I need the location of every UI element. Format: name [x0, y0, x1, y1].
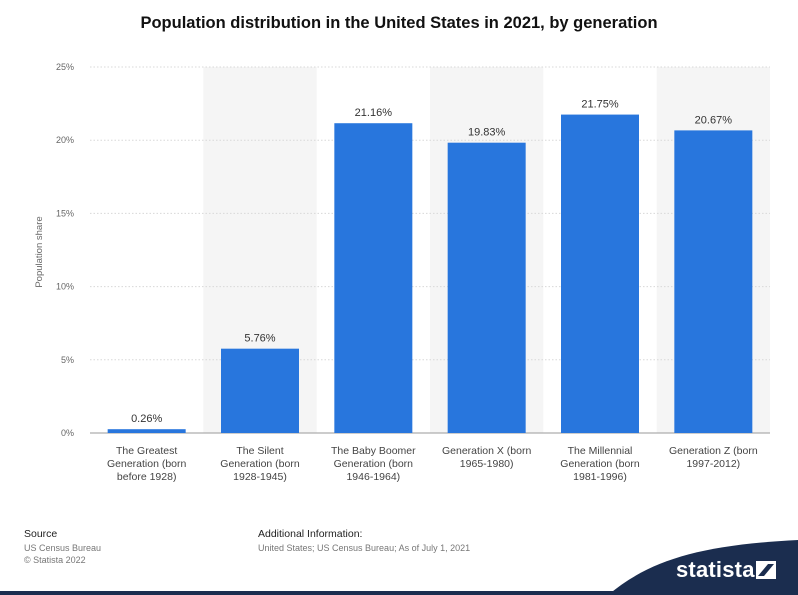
- x-tick-label: The Baby Boomer Generation (born 1946-1964…: [331, 445, 416, 483]
- y-axis-label: Population share: [34, 216, 45, 287]
- value-label: 20.67%: [695, 114, 733, 126]
- value-label: 21.16%: [355, 107, 393, 119]
- value-labels: 0.26% 5.76% 21.16% 19.83% 21.75% 20.67%: [131, 99, 732, 426]
- source-line-1: US Census Bureau: [24, 543, 102, 553]
- x-tick-label-line: Generation (born: [334, 458, 414, 470]
- bar[interactable]: [221, 348, 299, 433]
- additional-info-heading: Additional Information:: [258, 528, 363, 540]
- x-tick-label-line: The Silent: [236, 445, 283, 457]
- source-line-2: © Statista 2022: [24, 555, 86, 565]
- additional-info-block: Additional Information: United States; U…: [258, 528, 470, 554]
- y-tick-label: 20%: [56, 135, 74, 145]
- gridlines: [90, 66, 770, 434]
- chart-title: Population distribution in the United St…: [140, 14, 658, 32]
- bar[interactable]: [561, 114, 639, 433]
- x-tick-label-line: The Millennial: [568, 445, 633, 457]
- x-tick-label-line: Generation (born: [107, 458, 187, 470]
- x-tick-label: The Silent Generation (born 1928-1945): [220, 445, 300, 483]
- value-label: 5.76%: [244, 333, 275, 345]
- bars: [107, 114, 753, 434]
- y-tick-label: 5%: [61, 355, 74, 365]
- x-tick-label: The Millennial Generation (born 1981-1996): [560, 445, 640, 483]
- bar[interactable]: [447, 142, 526, 434]
- x-tick-label-line: Generation (born: [220, 458, 300, 470]
- footer-bar: [0, 591, 798, 595]
- value-label: 21.75%: [581, 99, 619, 111]
- brand-band-shape: [608, 540, 798, 595]
- bar[interactable]: [334, 123, 413, 434]
- source-heading: Source: [24, 528, 58, 540]
- y-tick-label: 0%: [61, 428, 74, 438]
- bar[interactable]: [674, 130, 753, 433]
- x-tick-label-line: 1965-1980): [460, 458, 514, 470]
- x-tick-label-line: Generation X (born: [442, 445, 531, 457]
- x-tick-label-line: 1946-1964): [346, 471, 400, 483]
- y-axis-ticks: 0% 5% 10% 15% 20% 25%: [56, 62, 74, 438]
- x-axis-ticks: The Greatest Generation (born before 1928)…: [107, 445, 758, 483]
- statista-logo-icon: [756, 561, 776, 579]
- x-tick-label-line: The Baby Boomer: [331, 445, 416, 457]
- y-tick-label: 10%: [56, 282, 74, 292]
- x-tick-label-line: 1981-1996): [573, 471, 627, 483]
- x-tick-label: Generation X (born 1965-1980): [442, 445, 531, 470]
- value-label: 0.26%: [131, 413, 162, 425]
- x-tick-label-line: Generation Z (born: [669, 445, 758, 457]
- additional-info-text: United States; US Census Bureau; As of J…: [258, 543, 471, 553]
- y-tick-label: 25%: [56, 62, 74, 72]
- x-tick-label-line: 1997-2012): [686, 458, 740, 470]
- source-block: Source US Census Bureau © Statista 2022: [24, 528, 101, 566]
- x-tick-label-line: Generation (born: [560, 458, 640, 470]
- x-tick-label-line: before 1928): [117, 471, 177, 483]
- x-tick-label-line: The Greatest: [116, 445, 177, 457]
- bar[interactable]: [107, 429, 186, 433]
- x-tick-label-line: 1928-1945): [233, 471, 287, 483]
- x-tick-label: The Greatest Generation (born before 1928): [107, 445, 187, 483]
- bar-chart: 0% 5% 10% 15% 20% 25% Population share 0.26% 5…: [34, 62, 770, 483]
- statista-logo-text[interactable]: statista: [676, 557, 755, 582]
- y-tick-label: 15%: [56, 208, 74, 218]
- value-label: 19.83%: [468, 127, 506, 139]
- x-tick-label: Generation Z (born 1997-2012): [669, 445, 758, 470]
